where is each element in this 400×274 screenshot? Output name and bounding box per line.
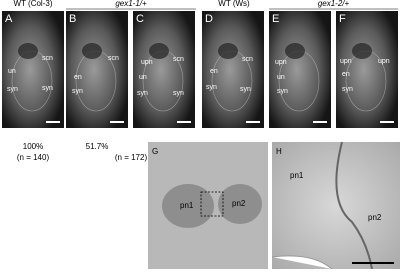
panel-letter: D (205, 13, 213, 25)
structure-label: syn (277, 88, 288, 95)
group-title: gex1-1/+ (115, 0, 147, 8)
panel-letter: G (152, 147, 158, 156)
cell (149, 43, 169, 59)
structure-label: un (277, 74, 285, 81)
structure-label: syn (342, 86, 353, 93)
inset-box (200, 191, 224, 217)
sample-count: (n = 140) (17, 153, 50, 162)
structure-label: syn (173, 90, 184, 97)
group-title: WT (Col-3) (14, 0, 53, 8)
structure-label: upn (378, 58, 390, 65)
structure-label: upn (340, 58, 352, 65)
group-title: WT (Ws) (218, 0, 250, 8)
micrograph-image (2, 11, 64, 128)
cell (18, 43, 38, 59)
structure-label: pn2 (368, 213, 382, 222)
structure-label: scn (173, 56, 184, 63)
panel-letter: B (69, 13, 76, 25)
panel-letter: E (272, 13, 279, 25)
structure-label: syn (42, 85, 53, 92)
panel-letter: F (339, 13, 346, 25)
structure-label: scn (42, 55, 53, 62)
micrograph-image (269, 11, 331, 128)
sample-count: (n = 172) (115, 153, 148, 162)
membrane (271, 255, 333, 270)
structure-label: syn (72, 88, 83, 95)
structure-label: un (139, 74, 147, 81)
structure-label: un (8, 68, 16, 75)
percentage: 100% (23, 142, 43, 151)
structure-label: scn (242, 56, 253, 63)
structure-label: pn1 (290, 171, 304, 180)
cell (82, 43, 102, 59)
membrane (335, 141, 373, 270)
structure-label: syn (206, 84, 217, 91)
structure-label: pn1 (180, 201, 194, 210)
micrograph-image (202, 11, 264, 128)
structure-label: upn (275, 59, 287, 66)
percentage: 51.7% (86, 142, 109, 151)
panel-letter: A (5, 13, 13, 25)
cell (218, 43, 238, 59)
structure-label: syn (137, 90, 148, 97)
structure-label: en (74, 74, 82, 81)
micrograph-image (133, 11, 195, 128)
panel-letter: H (276, 147, 282, 156)
structure-label: upn (141, 59, 153, 66)
structure-label: syn (240, 86, 251, 93)
micrograph-image (66, 11, 128, 128)
group-title: gex1-2/+ (318, 0, 350, 8)
cell (285, 43, 305, 59)
nucleus (218, 184, 262, 224)
structure-label: pn2 (232, 199, 246, 208)
cell (352, 43, 372, 59)
structure-label: en (210, 68, 218, 75)
em-image (272, 142, 400, 269)
panel-letter: C (136, 13, 144, 25)
structure-label: syn (7, 86, 18, 93)
micrograph-image (336, 11, 398, 128)
structure-label: en (342, 71, 350, 78)
structure-label: scn (108, 55, 119, 62)
